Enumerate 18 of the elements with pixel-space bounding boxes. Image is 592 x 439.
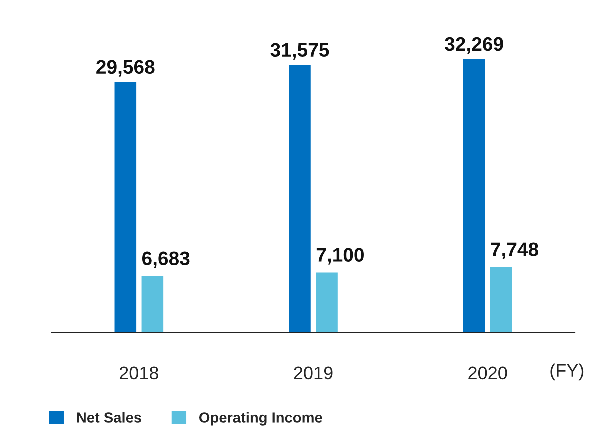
x-tick-label: 2019	[294, 366, 333, 380]
bar	[463, 59, 486, 333]
x-tick-label: 2018	[120, 366, 158, 380]
data-label: 29,568	[96, 60, 155, 77]
bar	[114, 82, 137, 333]
bar	[490, 267, 512, 333]
data-label: 32,269	[445, 37, 504, 54]
data-label: 31,575	[270, 43, 330, 60]
data-label: 6,683	[142, 252, 190, 268]
x-axis-title: (FY)	[550, 364, 584, 381]
data-label: 7,748	[491, 242, 539, 260]
bar	[142, 276, 164, 333]
bar	[289, 65, 311, 333]
legend-label: Operating Income	[199, 412, 322, 426]
x-tick-label: 2020	[468, 366, 508, 380]
data-label: 7,100	[316, 248, 364, 265]
bar	[316, 272, 338, 333]
legend-label: Net Sales	[77, 412, 142, 423]
